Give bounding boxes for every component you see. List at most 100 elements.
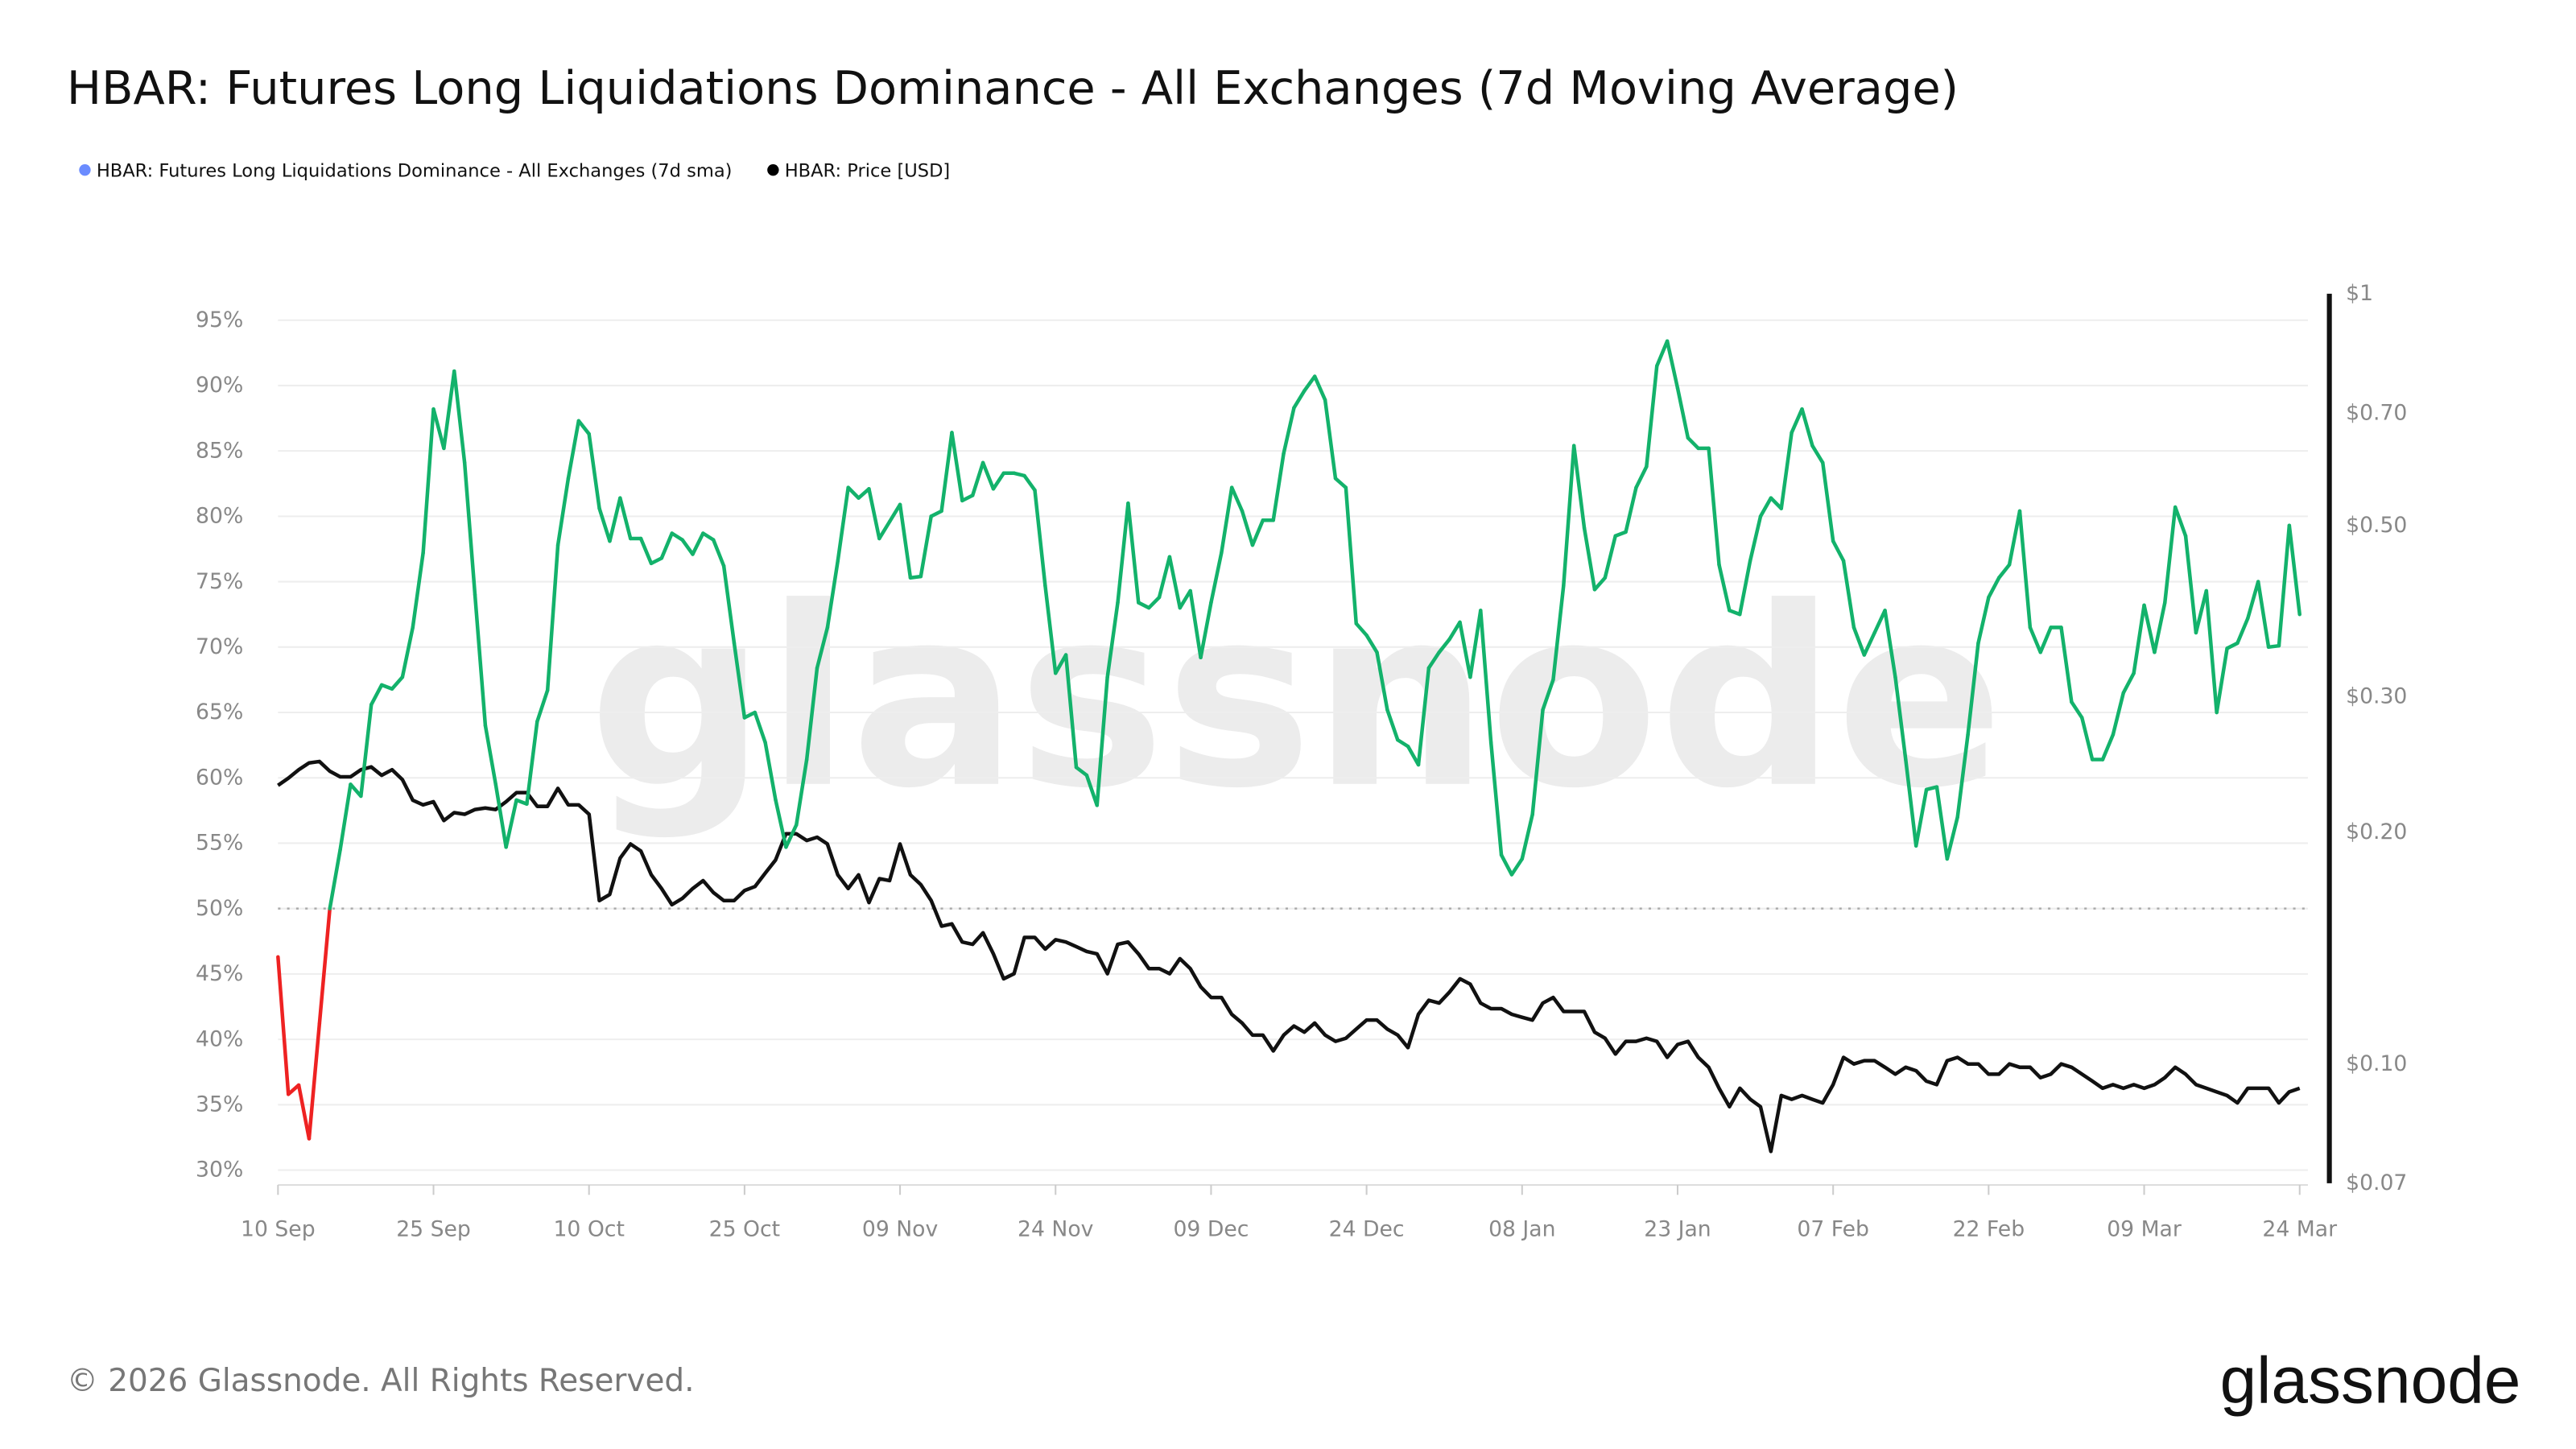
- dominance-line-segment: [1375, 650, 1389, 712]
- dominance-line-segment: [2059, 625, 2074, 704]
- dominance-line-segment: [638, 536, 654, 566]
- dominance-line-segment: [462, 460, 477, 597]
- dominance-line-segment: [1810, 444, 1825, 465]
- dominance-line-segment: [400, 625, 415, 679]
- dominance-line-segment: [555, 477, 571, 547]
- dominance-line-segment: [535, 688, 550, 724]
- dominance-line-segment: [338, 782, 353, 852]
- dominance-line-segment: [1904, 758, 1918, 848]
- dominance-line-segment: [1955, 733, 1970, 819]
- dominance-line-segment: [504, 798, 518, 849]
- dominance-line-segment: [2183, 534, 2198, 635]
- dominance-line-segment: [1199, 601, 1213, 660]
- dominance-line-segment: [1893, 675, 1908, 762]
- dominance-line-segment: [691, 531, 705, 556]
- dominance-line-segment: [1707, 446, 1721, 567]
- dominance-line-segment: [379, 683, 394, 691]
- legend-dot-price: [767, 163, 779, 176]
- dominance-line-segment: [1250, 518, 1265, 547]
- price-series: [277, 759, 2301, 1154]
- y-right-tick-label: $0.10: [2346, 1051, 2407, 1076]
- dominance-line-segment: [1271, 452, 1286, 522]
- dominance-line-segment: [1530, 708, 1545, 816]
- dominance-line-segment: [1095, 675, 1109, 807]
- dominance-line-segment: [1634, 464, 1649, 489]
- dominance-line-segment: [442, 369, 456, 451]
- dominance-line-segment: [1074, 765, 1089, 778]
- dominance-line-segment: [1624, 485, 1638, 535]
- legend-label-price: HBAR: Price [USD]: [785, 160, 951, 181]
- dominance-line-segment: [317, 906, 332, 1026]
- dominance-line-segment: [649, 556, 664, 566]
- dominance-line-segment: [1063, 653, 1079, 770]
- dominance-line-segment: [1447, 620, 1462, 642]
- dominance-line-segment: [1738, 559, 1752, 617]
- y-left-tick-label: 80%: [196, 504, 243, 529]
- dominance-line-segment: [276, 955, 291, 1096]
- x-tick-label: 25 Sep: [396, 1217, 471, 1242]
- dominance-line-segment: [1022, 473, 1037, 493]
- dominance-line-segment: [1178, 588, 1192, 610]
- dominance-line-segment: [286, 1083, 301, 1096]
- dominance-line-segment: [1821, 460, 1835, 543]
- glassnode-logo[interactable]: glassnode: [2220, 1344, 2521, 1418]
- dominance-line-segment: [1996, 563, 2012, 580]
- dominance-line-segment: [597, 506, 612, 543]
- dominance-line-segment: [1509, 857, 1525, 877]
- x-tick-label: 07 Feb: [1797, 1217, 1869, 1242]
- dominance-line-segment: [1188, 588, 1203, 660]
- dominance-line-segment: [1654, 339, 1670, 368]
- dominance-line-segment: [608, 496, 622, 543]
- y-left-tick-label: 55%: [196, 831, 243, 856]
- dominance-line-segment: [877, 519, 892, 541]
- dominance-line-segment: [452, 369, 467, 465]
- dominance-line-segment: [1364, 633, 1379, 654]
- dominance-line-segment: [1966, 641, 1980, 737]
- legend: HBAR: Futures Long Liquidations Dominanc…: [79, 160, 950, 181]
- y-left-tick-label: 30%: [196, 1158, 243, 1183]
- dominance-line-segment: [587, 431, 601, 510]
- dominance-line-segment: [545, 543, 560, 692]
- dominance-line-segment: [795, 758, 809, 827]
- dominance-line-segment: [1033, 488, 1047, 588]
- dominance-line-segment: [483, 724, 498, 786]
- dominance-line-segment: [1333, 477, 1348, 489]
- dominance-line-segment: [525, 720, 539, 806]
- dominance-line-segment: [1862, 630, 1876, 657]
- dominance-line-segment: [950, 431, 964, 503]
- dominance-line-segment: [1126, 501, 1141, 605]
- legend-dot-dominance: [79, 163, 91, 176]
- dominance-line-segment: [1571, 444, 1587, 530]
- dominance-line-segment: [1790, 407, 1804, 435]
- y-right-tick-label: $0.70: [2346, 400, 2407, 425]
- dominance-line-segment: [1053, 653, 1068, 675]
- x-tick-label: 09 Dec: [1173, 1217, 1249, 1242]
- dominance-line-segment: [328, 848, 342, 910]
- x-axis: 10 Sep 25 Sep 10 Oct 25 Oct 09 Nov 24 Nov 09 D…: [241, 1183, 2337, 1242]
- dominance-line-segment: [1282, 406, 1296, 456]
- dominance-line-segment: [2142, 603, 2157, 654]
- dominance-line-segment: [1229, 485, 1245, 514]
- y-left-tick-label: 40%: [196, 1026, 243, 1051]
- legend-item-price[interactable]: HBAR: Price [USD]: [767, 160, 950, 181]
- dominance-series: [276, 339, 2301, 1141]
- y-right-tick-label: $0.30: [2346, 683, 2407, 708]
- dominance-line-segment: [1934, 785, 1950, 861]
- dominance-line-segment: [1323, 398, 1338, 481]
- x-tick-label: 24 Mar: [2262, 1217, 2337, 1242]
- dominance-line-segment: [1458, 620, 1472, 679]
- dominance-line-segment: [1872, 609, 1887, 635]
- dominance-line-segment: [1665, 339, 1680, 390]
- dominance-line-segment: [1240, 509, 1255, 547]
- dominance-line-segment: [1748, 514, 1763, 563]
- dominance-line-segment: [659, 531, 674, 560]
- dominance-line-segment: [2100, 733, 2116, 762]
- dominance-line-segment: [359, 703, 374, 799]
- dominance-line-segment: [421, 407, 436, 555]
- dominance-line-segment: [887, 502, 902, 524]
- dominance-line-segment: [898, 502, 913, 580]
- dominance-line-segment: [970, 460, 985, 497]
- dominance-line-segment: [1603, 534, 1617, 580]
- dominance-line-segment: [2153, 601, 2167, 654]
- legend-item-dominance[interactable]: HBAR: Futures Long Liquidations Dominanc…: [79, 160, 732, 181]
